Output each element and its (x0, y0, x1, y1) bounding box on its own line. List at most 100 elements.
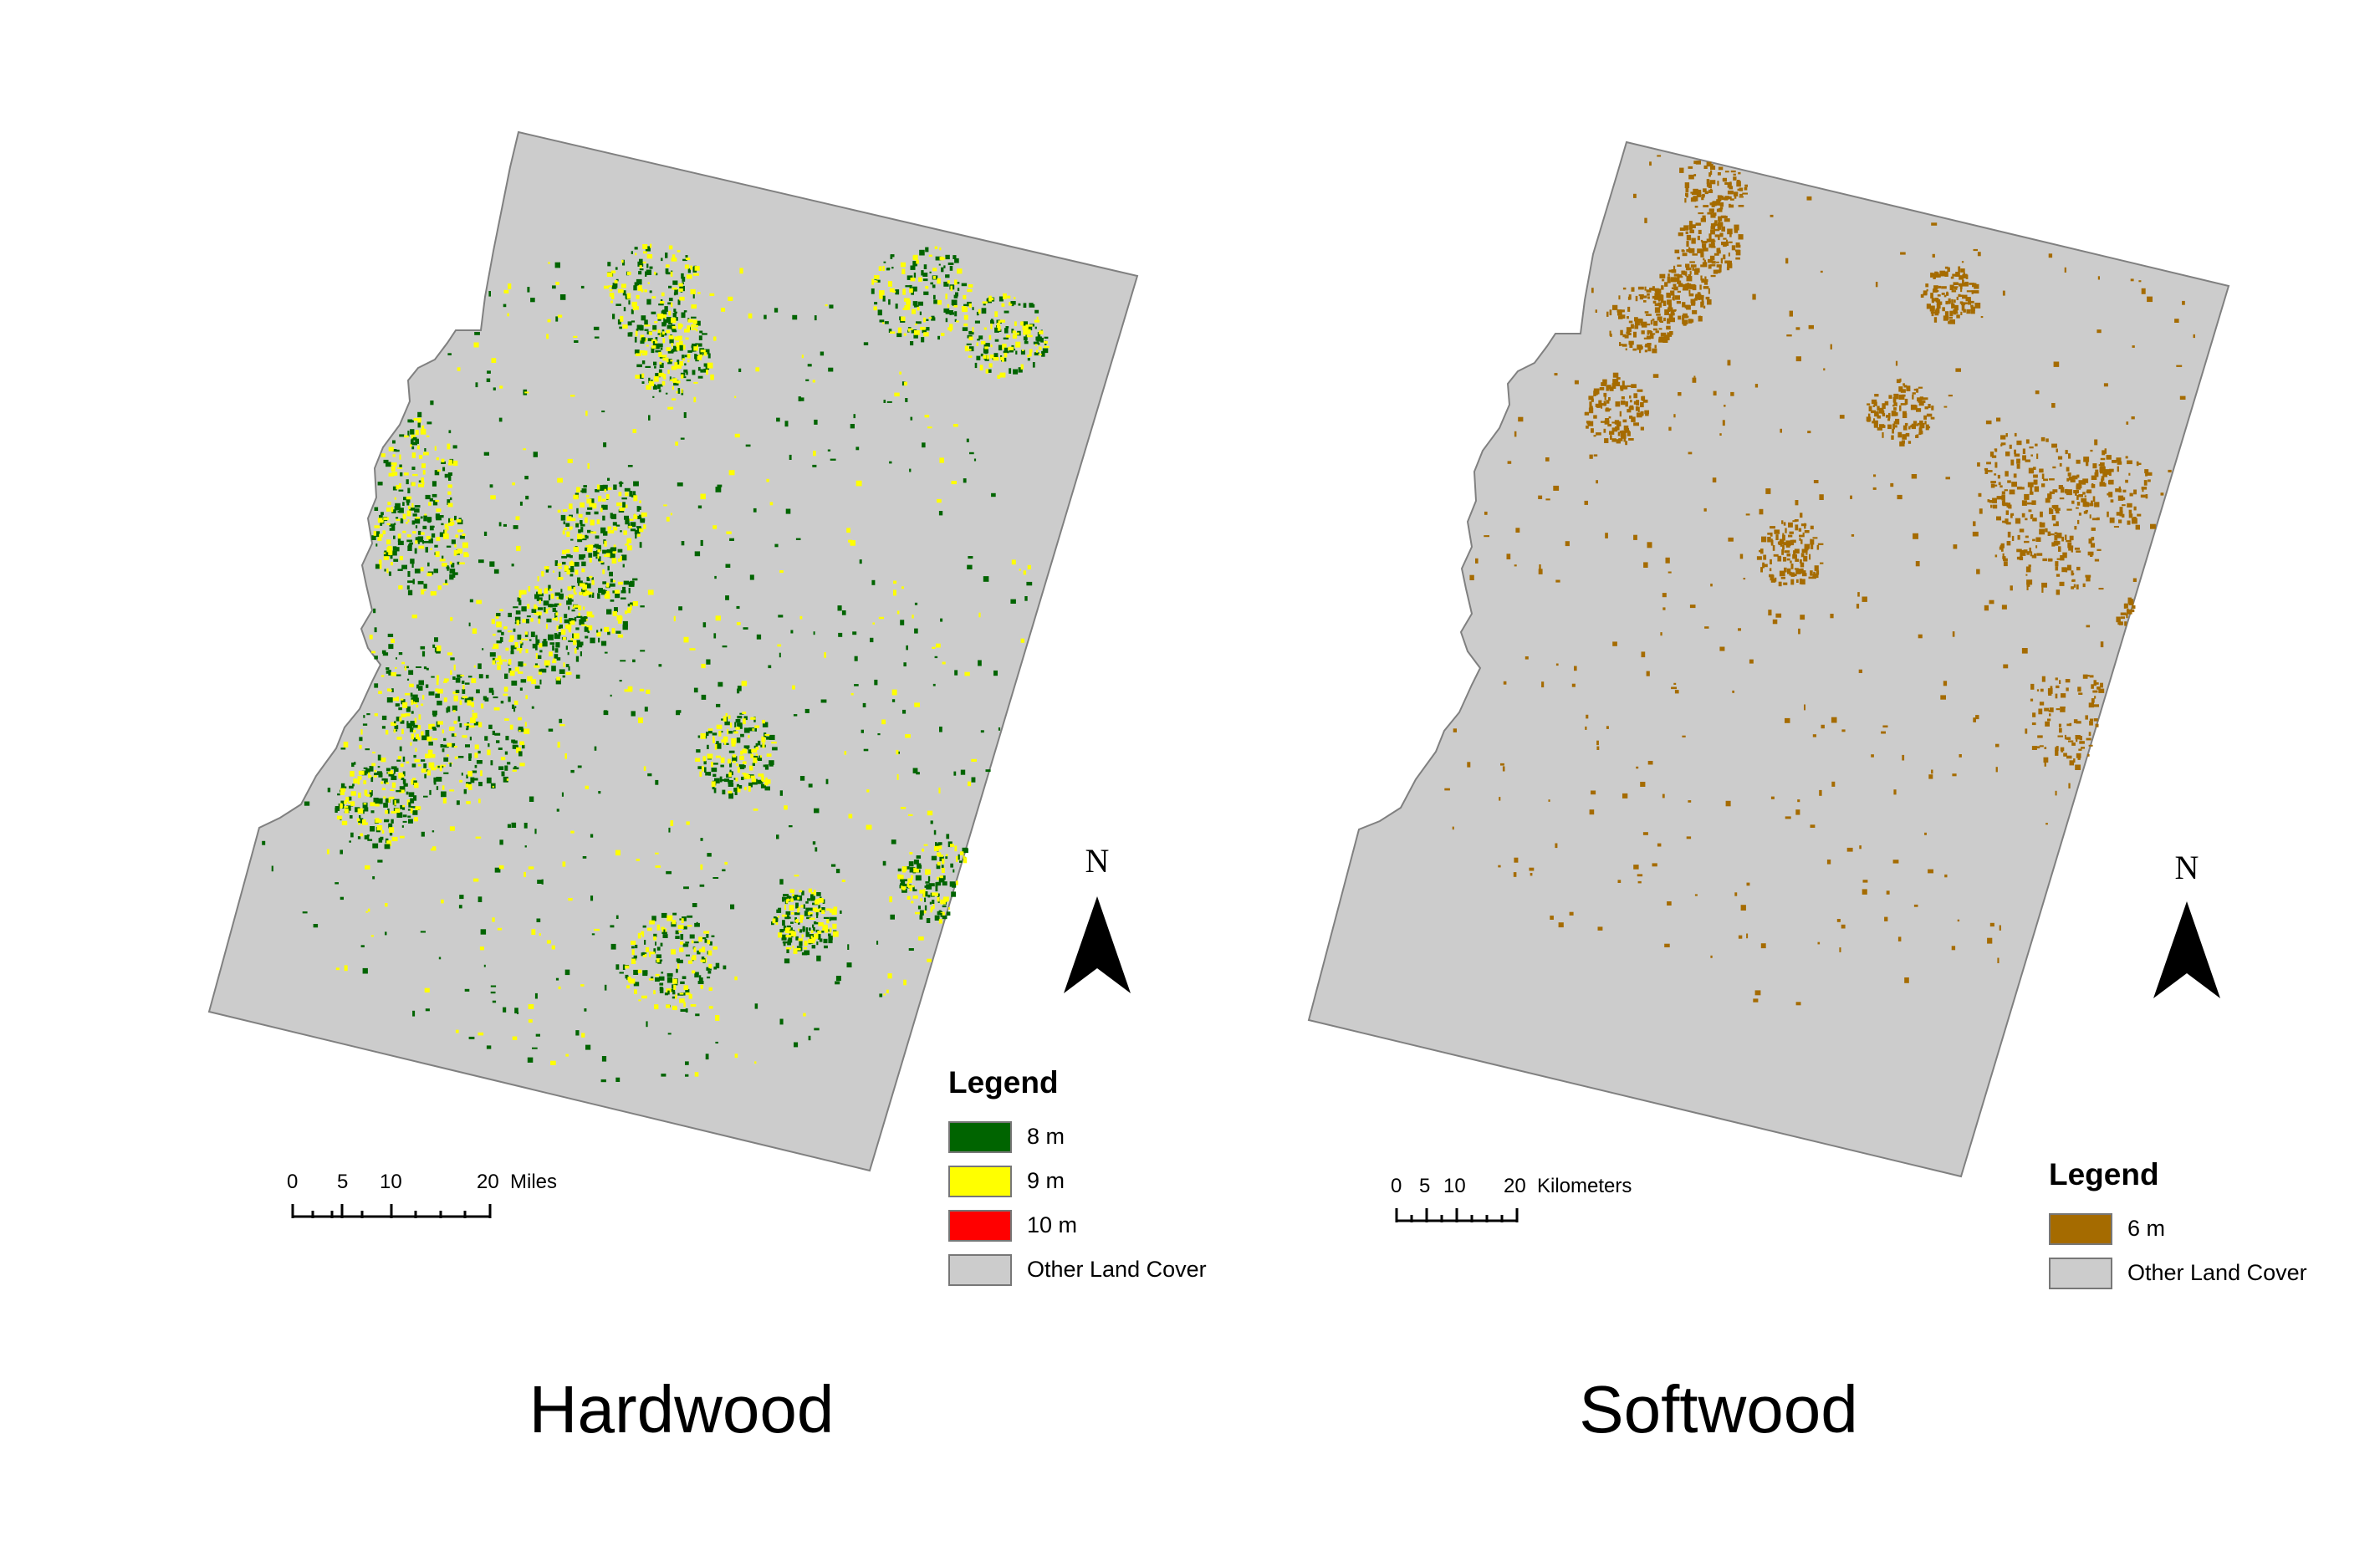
softwood-6m-pixel (1601, 421, 1606, 423)
scale-tick-label: 10 (380, 1171, 402, 1193)
hardwood-9m-pixel (379, 533, 384, 538)
hardwood-8m-pixel (707, 976, 711, 979)
softwood-6m-pixel (2053, 361, 2060, 367)
hardwood-8m-pixel (433, 569, 438, 574)
softwood-6m-pixel (1636, 400, 1640, 406)
softwood-6m-pixel (1609, 309, 1612, 316)
softwood-6m-pixel (1591, 790, 1596, 795)
softwood-6m-pixel (1948, 316, 1953, 319)
hardwood-8m-pixel (591, 933, 595, 936)
hardwood-9m-pixel (562, 509, 568, 512)
hardwood-8m-pixel (713, 633, 717, 639)
hardwood-9m-pixel (684, 329, 690, 333)
hardwood-8m-pixel (984, 350, 988, 355)
hardwood-8m-pixel (934, 915, 940, 921)
softwood-map (1307, 140, 2230, 1178)
hardwood-9m-pixel (1022, 350, 1024, 351)
softwood-6m-pixel (1962, 294, 1968, 299)
softwood-6m-pixel (1727, 228, 1733, 235)
softwood-6m-pixel (1782, 534, 1785, 541)
hardwood-9m-pixel (810, 936, 813, 939)
hardwood-9m-pixel (577, 533, 583, 539)
hardwood-8m-pixel (638, 271, 642, 275)
hardwood-8m-pixel (954, 319, 957, 322)
hardwood-8m-pixel (677, 360, 680, 365)
hardwood-8m-pixel (492, 690, 494, 696)
softwood-6m-pixel (1746, 882, 1750, 886)
hardwood-8m-pixel (782, 896, 785, 902)
hardwood-9m-pixel (866, 824, 872, 830)
hardwood-8m-pixel (603, 442, 607, 447)
hardwood-8m-pixel (665, 268, 669, 274)
hardwood-9m-pixel (415, 430, 419, 436)
hardwood-8m-pixel (609, 571, 613, 577)
softwood-6m-pixel (1781, 549, 1784, 555)
softwood-6m-pixel (2056, 589, 2061, 595)
hardwood-8m-pixel (954, 670, 958, 676)
softwood-6m-pixel (1850, 495, 1852, 499)
hardwood-8m-pixel (349, 785, 354, 789)
softwood-6m-pixel (1971, 290, 1974, 294)
hardwood-8m-pixel (406, 706, 411, 712)
softwood-6m-pixel (1688, 319, 1694, 323)
hardwood-8m-pixel (821, 907, 825, 912)
softwood-6m-pixel (1980, 316, 1984, 319)
hardwood-9m-pixel (681, 324, 683, 328)
softwood-6m-pixel (2009, 444, 2012, 449)
hardwood-9m-pixel (394, 497, 396, 500)
softwood-6m-pixel (1612, 379, 1619, 385)
softwood-6m-pixel (1740, 905, 1746, 911)
hardwood-9m-pixel (625, 492, 629, 497)
softwood-6m-pixel (1668, 308, 1671, 312)
hardwood-8m-pixel (772, 747, 778, 751)
hardwood-8m-pixel (659, 982, 664, 986)
hardwood-8m-pixel (600, 589, 605, 595)
hardwood-8m-pixel (933, 299, 937, 304)
softwood-6m-pixel (1682, 319, 1688, 325)
hardwood-8m-pixel (703, 760, 707, 765)
hardwood-9m-pixel (1020, 364, 1024, 370)
hardwood-8m-pixel (669, 376, 672, 381)
hardwood-9m-pixel (831, 910, 837, 916)
hardwood-9m-pixel (932, 892, 936, 896)
hardwood-8m-pixel (424, 773, 426, 778)
hardwood-8m-pixel (412, 436, 417, 440)
softwood-6m-pixel (1670, 277, 1676, 283)
softwood-6m-pixel (2017, 534, 2020, 540)
softwood-6m-pixel (1685, 186, 1689, 192)
hardwood-9m-pixel (748, 765, 753, 771)
hardwood-9m-pixel (491, 358, 497, 363)
softwood-6m-pixel (2003, 558, 2008, 562)
hardwood-8m-pixel (432, 713, 437, 717)
hardwood-9m-pixel (643, 766, 646, 771)
hardwood-9m-pixel (613, 526, 618, 531)
hardwood-8m-pixel (945, 856, 948, 860)
hardwood-9m-pixel (625, 965, 630, 969)
hardwood-8m-pixel (817, 934, 821, 940)
hardwood-8m-pixel (655, 350, 661, 353)
hardwood-8m-pixel (639, 258, 643, 263)
hardwood-9m-pixel (848, 814, 853, 819)
hardwood-8m-pixel (706, 934, 709, 938)
hardwood-9m-pixel (692, 970, 696, 974)
hardwood-8m-pixel (615, 524, 621, 527)
hardwood-8m-pixel (661, 258, 663, 262)
hardwood-9m-pixel (662, 375, 665, 379)
softwood-6m-pixel (1953, 544, 1958, 549)
hardwood-8m-pixel (930, 820, 933, 824)
softwood-6m-pixel (1668, 278, 1671, 283)
softwood-6m-pixel (1961, 302, 1966, 306)
softwood-6m-pixel (1877, 415, 1882, 419)
softwood-6m-pixel (1644, 217, 1647, 223)
hardwood-8m-pixel (657, 332, 661, 335)
hardwood-8m-pixel (741, 776, 744, 780)
legend-item-6m: 6 m (2049, 1207, 2307, 1251)
hardwood-8m-pixel (891, 699, 896, 702)
hardwood-8m-pixel (441, 523, 444, 526)
hardwood-8m-pixel (414, 518, 421, 524)
hardwood-8m-pixel (384, 844, 391, 850)
hardwood-9m-pixel (462, 696, 467, 699)
softwood-6m-pixel (1799, 559, 1802, 564)
hardwood-8m-pixel (370, 810, 375, 814)
softwood-6m-pixel (2016, 548, 2022, 553)
